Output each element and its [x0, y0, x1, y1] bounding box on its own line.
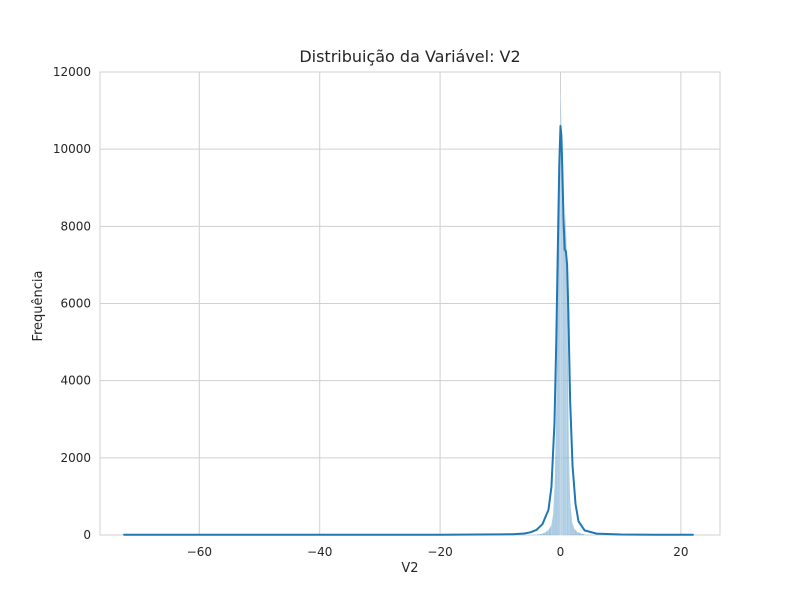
histogram-bar [563, 253, 565, 536]
x-axis-label: V2 [401, 561, 418, 576]
x-tick-label: −40 [307, 545, 332, 559]
x-tick-label: −60 [187, 545, 212, 559]
x-tick-label: −20 [427, 545, 452, 559]
chart-title: Distribuição da Variável: V2 [299, 47, 520, 66]
y-tick-label: 4000 [60, 374, 91, 388]
axis-layer: −60 −40 −20 0 20 0 2000 4000 6000 8000 10000 12000 [53, 65, 689, 559]
histogram-bar [541, 533, 543, 536]
histogram-bar [561, 183, 563, 536]
y-tick-label: 0 [83, 528, 91, 542]
x-tick-label: 0 [557, 545, 565, 559]
histogram-bar [544, 532, 546, 536]
histogram-bar [568, 438, 570, 536]
histogram-bars [535, 94, 586, 536]
y-tick-label: 2000 [60, 451, 91, 465]
y-tick-label: 8000 [60, 219, 91, 233]
histogram-bar [556, 372, 558, 536]
histogram-bar [550, 524, 552, 536]
histogram-bar [584, 534, 586, 536]
histogram-bar [576, 531, 578, 536]
histogram-bar [552, 513, 554, 536]
histogram-envelope [535, 95, 586, 536]
histogram-bar [554, 473, 556, 536]
x-tick-label: 20 [673, 545, 688, 559]
histogram-bar [565, 214, 567, 536]
histogram-bar [547, 529, 549, 536]
histogram-bar [560, 114, 562, 536]
grid-layer [99, 71, 721, 536]
kde-curve [123, 125, 694, 536]
histogram-bar [538, 534, 540, 536]
y-tick-label: 10000 [53, 142, 91, 156]
kde-curve-group [123, 125, 694, 536]
y-tick-label: 6000 [60, 297, 91, 311]
histogram-bar [562, 233, 564, 536]
histogram-bar [571, 521, 573, 536]
y-tick-label: 12000 [53, 65, 91, 79]
y-axis-label: Frequência [31, 270, 46, 341]
histogram-bar [558, 241, 560, 536]
histogram-bar [569, 500, 571, 536]
histogram-bar [573, 528, 575, 536]
histogram-bar [580, 533, 582, 536]
